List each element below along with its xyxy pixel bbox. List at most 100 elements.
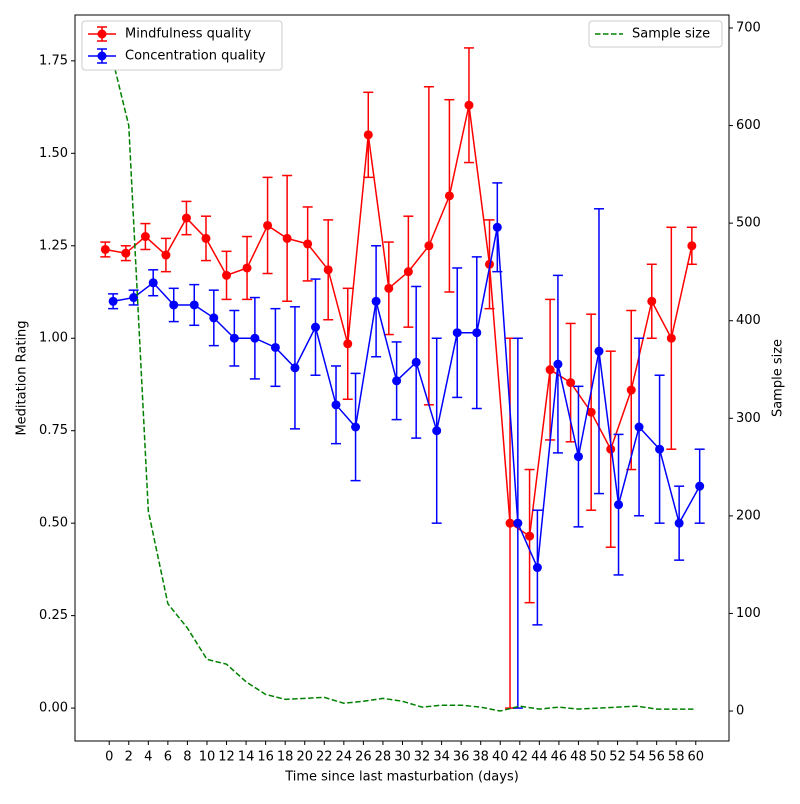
y2-tick-label: 0 <box>736 704 744 719</box>
x-tick-label: 28 <box>375 750 392 765</box>
point <box>161 250 171 260</box>
y-tick-label: 0.00 <box>39 701 68 716</box>
x-tick-label: 44 <box>531 750 548 765</box>
point <box>148 278 158 288</box>
point <box>553 359 563 369</box>
point <box>169 300 179 310</box>
x-tick-label: 18 <box>277 750 294 765</box>
point <box>351 422 361 432</box>
point <box>432 426 442 436</box>
point <box>452 328 462 338</box>
point <box>108 296 118 306</box>
point <box>586 407 596 417</box>
point <box>343 339 353 349</box>
x-tick-label: 30 <box>394 750 411 765</box>
x-tick-label: 8 <box>183 750 191 765</box>
point <box>464 100 474 110</box>
legend-label: Sample size <box>632 27 710 42</box>
y-tick-label: 1.75 <box>39 53 68 68</box>
legend-swatch <box>97 51 107 61</box>
x-tick-label: 16 <box>257 750 274 765</box>
point <box>525 531 535 541</box>
y-tick-label: 1.50 <box>39 146 68 161</box>
legend-swatch <box>97 29 107 39</box>
point <box>424 241 434 251</box>
point <box>384 283 394 293</box>
point <box>363 130 373 140</box>
point <box>573 452 583 462</box>
x-tick-label: 20 <box>296 750 313 765</box>
point <box>201 233 211 243</box>
point <box>687 241 697 251</box>
y2-tick-label: 700 <box>736 20 761 35</box>
x-tick-label: 12 <box>218 750 235 765</box>
point <box>594 346 604 356</box>
x-tick-label: 60 <box>687 750 704 765</box>
point <box>545 365 555 375</box>
x-tick-label: 54 <box>629 750 646 765</box>
point <box>222 270 232 280</box>
y-tick-label: 0.50 <box>39 516 68 531</box>
x-tick-label: 52 <box>609 750 626 765</box>
y-tick-label: 1.00 <box>39 331 68 346</box>
y2-tick-label: 600 <box>736 118 761 133</box>
x-tick-label: 22 <box>316 750 333 765</box>
point <box>403 267 413 277</box>
point <box>250 333 260 343</box>
y2-tick-label: 400 <box>736 313 761 328</box>
point <box>411 357 421 367</box>
x-tick-label: 40 <box>492 750 509 765</box>
legend-box <box>588 20 723 48</box>
point <box>189 300 199 310</box>
point <box>270 342 280 352</box>
y-axis-label: Meditation Rating <box>15 320 30 435</box>
legend-label: Concentration quality <box>125 49 266 64</box>
y2-tick-label: 100 <box>736 606 761 621</box>
x-axis-label: Time since last masturbation (days) <box>284 770 519 785</box>
point <box>647 296 657 306</box>
point <box>323 265 333 275</box>
x-tick-label: 38 <box>472 750 489 765</box>
point <box>513 518 523 528</box>
point <box>331 400 341 410</box>
x-tick-label: 0 <box>105 750 113 765</box>
point <box>505 518 515 528</box>
point <box>666 333 676 343</box>
series-line <box>105 105 693 538</box>
x-tick-label: 6 <box>164 750 172 765</box>
point <box>634 422 644 432</box>
x-tick-label: 10 <box>199 750 216 765</box>
point <box>310 322 320 332</box>
y2-tick-label: 300 <box>736 411 761 426</box>
point <box>614 500 624 510</box>
x-tick-label: 48 <box>570 750 587 765</box>
x-tick-label: 4 <box>144 750 152 765</box>
point <box>566 378 576 388</box>
y-tick-label: 1.25 <box>39 238 68 253</box>
point <box>655 444 665 454</box>
point <box>444 191 454 201</box>
y2-tick-label: 200 <box>736 508 761 523</box>
point <box>121 248 131 258</box>
y-tick-label: 0.75 <box>39 423 68 438</box>
point <box>129 293 139 303</box>
point <box>282 233 292 243</box>
x-tick-label: 56 <box>648 750 665 765</box>
point <box>371 296 381 306</box>
y2-axis-label: Sample size <box>771 339 786 417</box>
point <box>392 376 402 386</box>
point <box>290 363 300 373</box>
x-tick-label: 2 <box>125 750 133 765</box>
point <box>472 328 482 338</box>
y-tick-label: 0.25 <box>39 608 68 623</box>
point <box>532 563 542 573</box>
point <box>492 222 502 232</box>
point <box>140 232 150 242</box>
legend-box <box>81 20 283 71</box>
plot-frame <box>74 14 730 742</box>
x-tick-label: 36 <box>453 750 470 765</box>
point <box>263 220 273 230</box>
x-tick-label: 26 <box>355 750 372 765</box>
point <box>695 481 705 491</box>
